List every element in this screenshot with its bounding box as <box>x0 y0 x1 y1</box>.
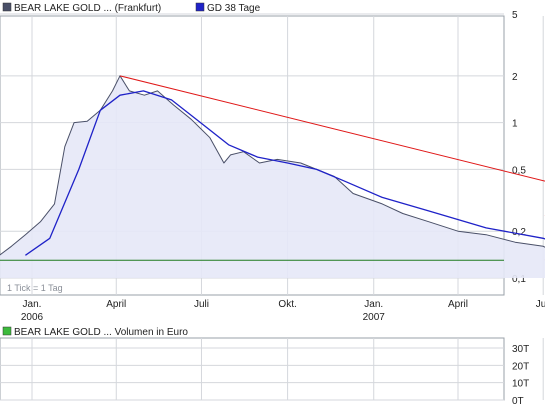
volume-grid <box>0 338 544 401</box>
volume-legend: BEAR LAKE GOLD ... Volumen in Euro <box>2 326 188 338</box>
x-tick-year: 2007 <box>363 312 386 323</box>
trendlines <box>0 75 545 261</box>
price-series-line <box>0 75 545 256</box>
legend-label: BEAR LAKE GOLD ... (Frankfurt) <box>14 3 161 14</box>
trendline-resistance-long <box>119 75 545 182</box>
y-tick-label: 1 <box>512 119 518 130</box>
volume-y-tick-label: 20T <box>512 361 529 372</box>
y-tick-label: 0,1 <box>512 274 526 285</box>
main-x-axis: Jan.2006AprilJuliOkt.Jan.2007AprilJuliOk… <box>21 299 545 323</box>
main-legend: BEAR LAKE GOLD ... (Frankfurt) GD 38 Tage <box>2 2 261 14</box>
y-tick-label: 5 <box>512 10 518 21</box>
y-tick-label: 2 <box>512 72 518 83</box>
x-tick-year: 2006 <box>21 312 44 323</box>
volume-y-tick-label: 30T <box>512 344 529 355</box>
volume-panel: 30T 20T 10T 0T BEAR LAKE GOLD ... Volumen i… <box>0 326 544 407</box>
price-area <box>0 75 545 278</box>
main-panel: 5 2 1 0,5 0,2 0,1 Jan. 2006 April Juli Okt. Jan. 20… <box>0 2 545 323</box>
x-tick-label: April <box>106 299 126 310</box>
legend-label: GD 38 Tage <box>207 3 261 14</box>
volume-plot-area <box>0 337 505 401</box>
volume-legend-swatch <box>2 326 12 336</box>
legend-swatch <box>195 2 205 12</box>
volume-y-tick-label: 10T <box>512 379 529 390</box>
x-tick-label: Okt. <box>278 299 296 310</box>
volume-y-tick-label: 0T <box>512 396 524 407</box>
moving-average-line <box>25 90 545 256</box>
x-tick-label: Juli <box>194 299 209 310</box>
y-tick-label: 0,2 <box>512 227 526 238</box>
series-lines <box>0 75 545 256</box>
x-tick-label: April <box>448 299 468 310</box>
tick-note: 1 Tick = 1 Tag <box>7 283 63 293</box>
legend-swatch <box>2 2 12 12</box>
volume-y-axis: 30T 20T 10T 0T <box>512 344 529 407</box>
main-y-axis: 5 2 1 0,5 0,2 0,1 <box>512 10 526 285</box>
price-area-fill <box>0 75 545 278</box>
volume-legend-label: BEAR LAKE GOLD ... Volumen in Euro <box>14 327 188 338</box>
x-tick-label: Juli <box>536 299 545 310</box>
x-tick-label: Jan. <box>364 299 383 310</box>
x-tick-label: Jan. <box>23 299 42 310</box>
y-tick-label: 0,5 <box>512 165 526 176</box>
